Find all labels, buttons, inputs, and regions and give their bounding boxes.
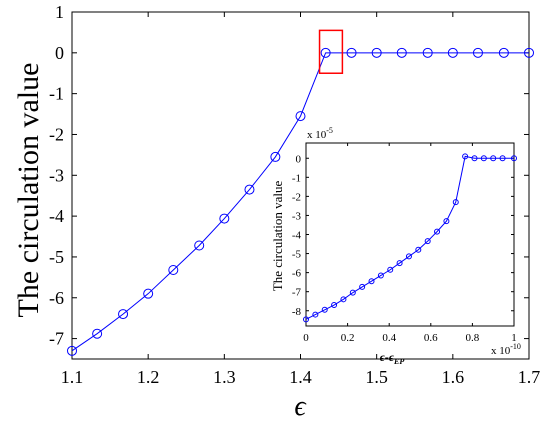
main-series-line [71,52,529,352]
main-y-axis: 1 0 -1 -2 -3 -4 -5 -6 -7 [49,2,529,349]
inset-y-tick-label: 0 [296,153,302,165]
main-y-tick-label: -7 [49,329,64,349]
main-data-point [92,328,103,339]
main-y-tick-label: -1 [49,84,64,104]
main-data-point [295,111,306,122]
inset-data-point [415,246,422,253]
main-y-tick-label: 0 [55,43,64,63]
inset-x-tick-label: 1 [511,332,517,344]
inset-data-point [359,283,366,290]
inset-y-tick-label: -3 [292,210,302,222]
main-x-tick-label: 1.1 [61,367,84,387]
inset-data-point [511,155,517,162]
main-data-point [219,213,230,224]
main-data-point [498,47,509,58]
main-data-point [168,265,179,276]
main-data-point [472,47,483,58]
inset-x-tick-label: 0.8 [466,332,480,344]
inset-data-point [499,155,506,162]
inset-data-point [387,266,394,273]
main-x-tick-label: 1.7 [518,367,541,387]
inset-y-tick-label: -6 [292,268,302,280]
inset-data-point [312,311,319,318]
main-y-tick-label: -3 [49,165,64,185]
inset-x-axis: 0 0.2 0.4 0.6 0.8 1 [303,143,517,344]
main-y-tick-label: 1 [55,2,64,22]
main-data-point [524,47,534,58]
inset-data-point [434,228,441,235]
main-x-tick-label: 1.2 [137,367,160,387]
main-data-point [422,47,433,58]
inset-x-multiplier: x 10-10 [491,342,521,357]
inset-data-point [462,153,469,160]
inset-y-multiplier: x 10-5 [307,126,333,141]
main-x-tick-label: 1.4 [289,367,312,387]
main-y-tick-label: -4 [49,206,64,226]
inset-data-point [340,296,347,303]
main-xlabel: ϵ [294,391,307,422]
main-y-tick-label: -2 [49,124,64,144]
inset-plot: 0-1-2-3-4-5-6-7-8 0 0.2 0.4 0.6 0.8 1 x 10-5 … [270,126,521,366]
inset-data-point [396,260,403,267]
main-data-point [143,288,154,299]
main-data-point [194,240,205,251]
inset-y-tick-label: -4 [292,230,302,242]
inset-xlabel: ϵ-ϵEP [380,350,405,366]
inset-data-point [443,218,450,225]
inset-y-tick-label: -1 [292,172,301,184]
inset-series-line [305,155,514,320]
main-data-point [67,345,77,356]
inset-data-point [377,272,384,279]
main-data-point [447,47,458,58]
inset-y-axis: 0 -1 -2 -3 -4 -5 -6 -7 -8 [292,153,514,318]
main-data-point [270,151,281,162]
inset-ylabel: The circulation value [270,181,285,292]
highlight-box [318,29,344,74]
inset-data-point [321,306,328,313]
main-x-tick-label: 1.3 [213,367,236,387]
inset-data-point [452,199,459,206]
inset-x-tick-label: 0.4 [382,332,396,344]
inset-data-point [303,316,309,323]
inset-x-tick-label: 0.2 [341,332,355,344]
inset-data-point [349,289,356,296]
inset-data-point [368,278,375,285]
inset-data-point [471,155,478,162]
main-data-point [118,309,129,320]
inset-y-tick-label: -5 [292,249,302,261]
inset-data-point [480,155,487,162]
inset-y-tick-label: -7 [292,287,302,299]
inset-data-point [490,155,497,162]
main-x-tick-label: 1.6 [442,367,465,387]
inset-y-tick-label: -8 [292,306,302,318]
inset-x-tick-label: 0 [303,332,309,344]
main-data-point [346,47,357,58]
main-x-axis: 1.1 1.2 1.3 1.4 1.5 1.6 1.7 [61,12,541,387]
inset-data-point [405,253,412,260]
main-data-point [244,184,255,195]
main-ylabel: The circulation value [12,63,45,318]
inset-data-point [424,238,431,245]
inset-x-tick-label: 0.6 [424,332,438,344]
main-y-tick-label: -5 [49,247,64,267]
inset-series [303,153,517,323]
main-x-tick-label: 1.5 [365,367,388,387]
main-data-point [396,47,407,58]
inset-data-point [331,302,338,309]
inset-y-tick-label: -2 [292,191,301,203]
main-y-tick-label: -6 [49,288,64,308]
main-data-point [371,47,382,58]
inset-plot-frame [305,142,515,327]
main-data-point [320,47,331,58]
main-series [67,47,534,356]
